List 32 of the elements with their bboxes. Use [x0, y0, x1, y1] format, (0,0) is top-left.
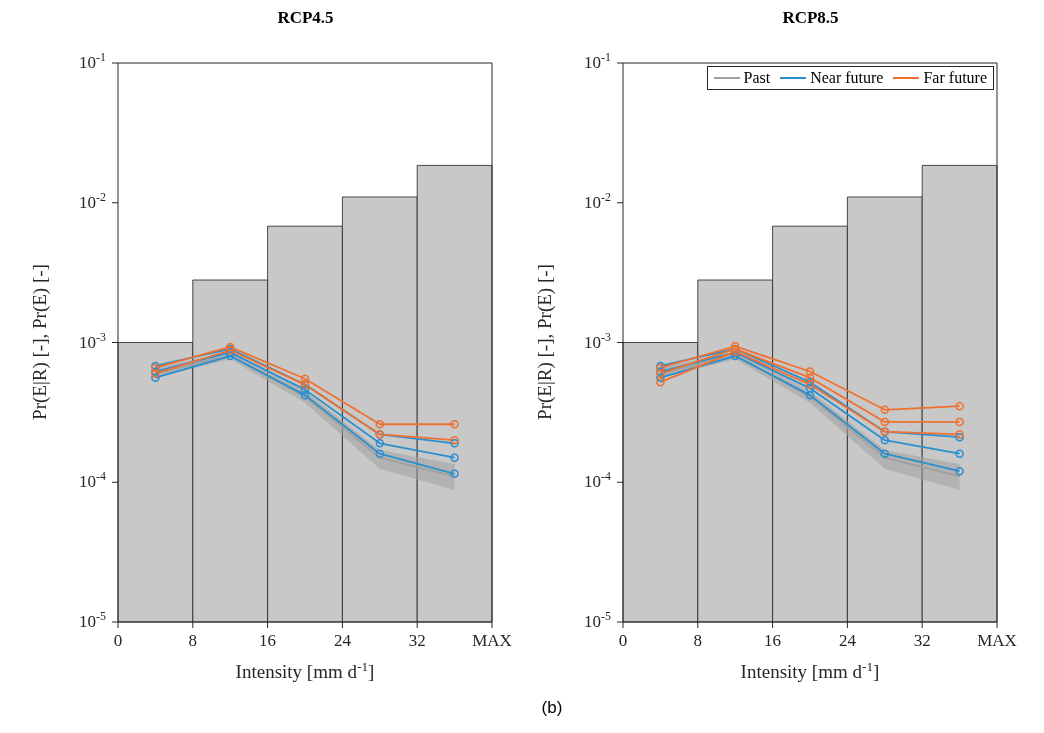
x-tick-label: 0 [618, 631, 628, 650]
y-tick-label: 10$^{-5}$ [584, 609, 612, 631]
x-tick-label: 24 [838, 631, 857, 650]
x-axis-title: Intensity [mm d$^{-1}$] [235, 658, 375, 682]
legend-label: Far future [923, 69, 987, 87]
y-axis-title: Pr(E|R) [-], Pr(E) [-] [534, 264, 556, 420]
x-tick-label: 0 [113, 631, 123, 650]
y-tick-label: 10$^{-3}$ [584, 329, 612, 352]
y-tick-label: 10$^{-1}$ [584, 50, 612, 72]
x-tick-label: 8 [693, 631, 703, 650]
chart-title: RCP8.5 [782, 8, 839, 27]
legend-label: Past [743, 69, 771, 87]
x-tick-label: 16 [764, 631, 782, 650]
y-tick-label: 10$^{-1}$ [79, 50, 107, 72]
y-tick-label: 10$^{-2}$ [79, 189, 107, 212]
x-tick-label: 16 [259, 631, 277, 650]
y-tick-label: 10$^{-4}$ [79, 469, 107, 492]
y-tick-label: 10$^{-2}$ [584, 189, 612, 212]
x-tick-label: MAX [472, 631, 512, 650]
x-tick-label: 32 [408, 631, 426, 650]
legend-label: Near future [810, 69, 884, 87]
chart-title: RCP4.5 [277, 8, 334, 27]
y-tick-label: 10$^{-5}$ [79, 609, 107, 631]
x-tick-label: 24 [333, 631, 352, 650]
x-tick-label: 32 [913, 631, 931, 650]
y-tick-label: 10$^{-4}$ [584, 469, 612, 492]
text: (b) [541, 698, 563, 717]
x-axis-title: Intensity [mm d$^{-1}$] [740, 658, 880, 682]
x-tick-label: 8 [188, 631, 198, 650]
y-axis-title: Pr(E|R) [-], Pr(E) [-] [29, 264, 51, 420]
x-tick-label: MAX [977, 631, 1017, 650]
y-tick-label: 10$^{-3}$ [79, 329, 107, 352]
